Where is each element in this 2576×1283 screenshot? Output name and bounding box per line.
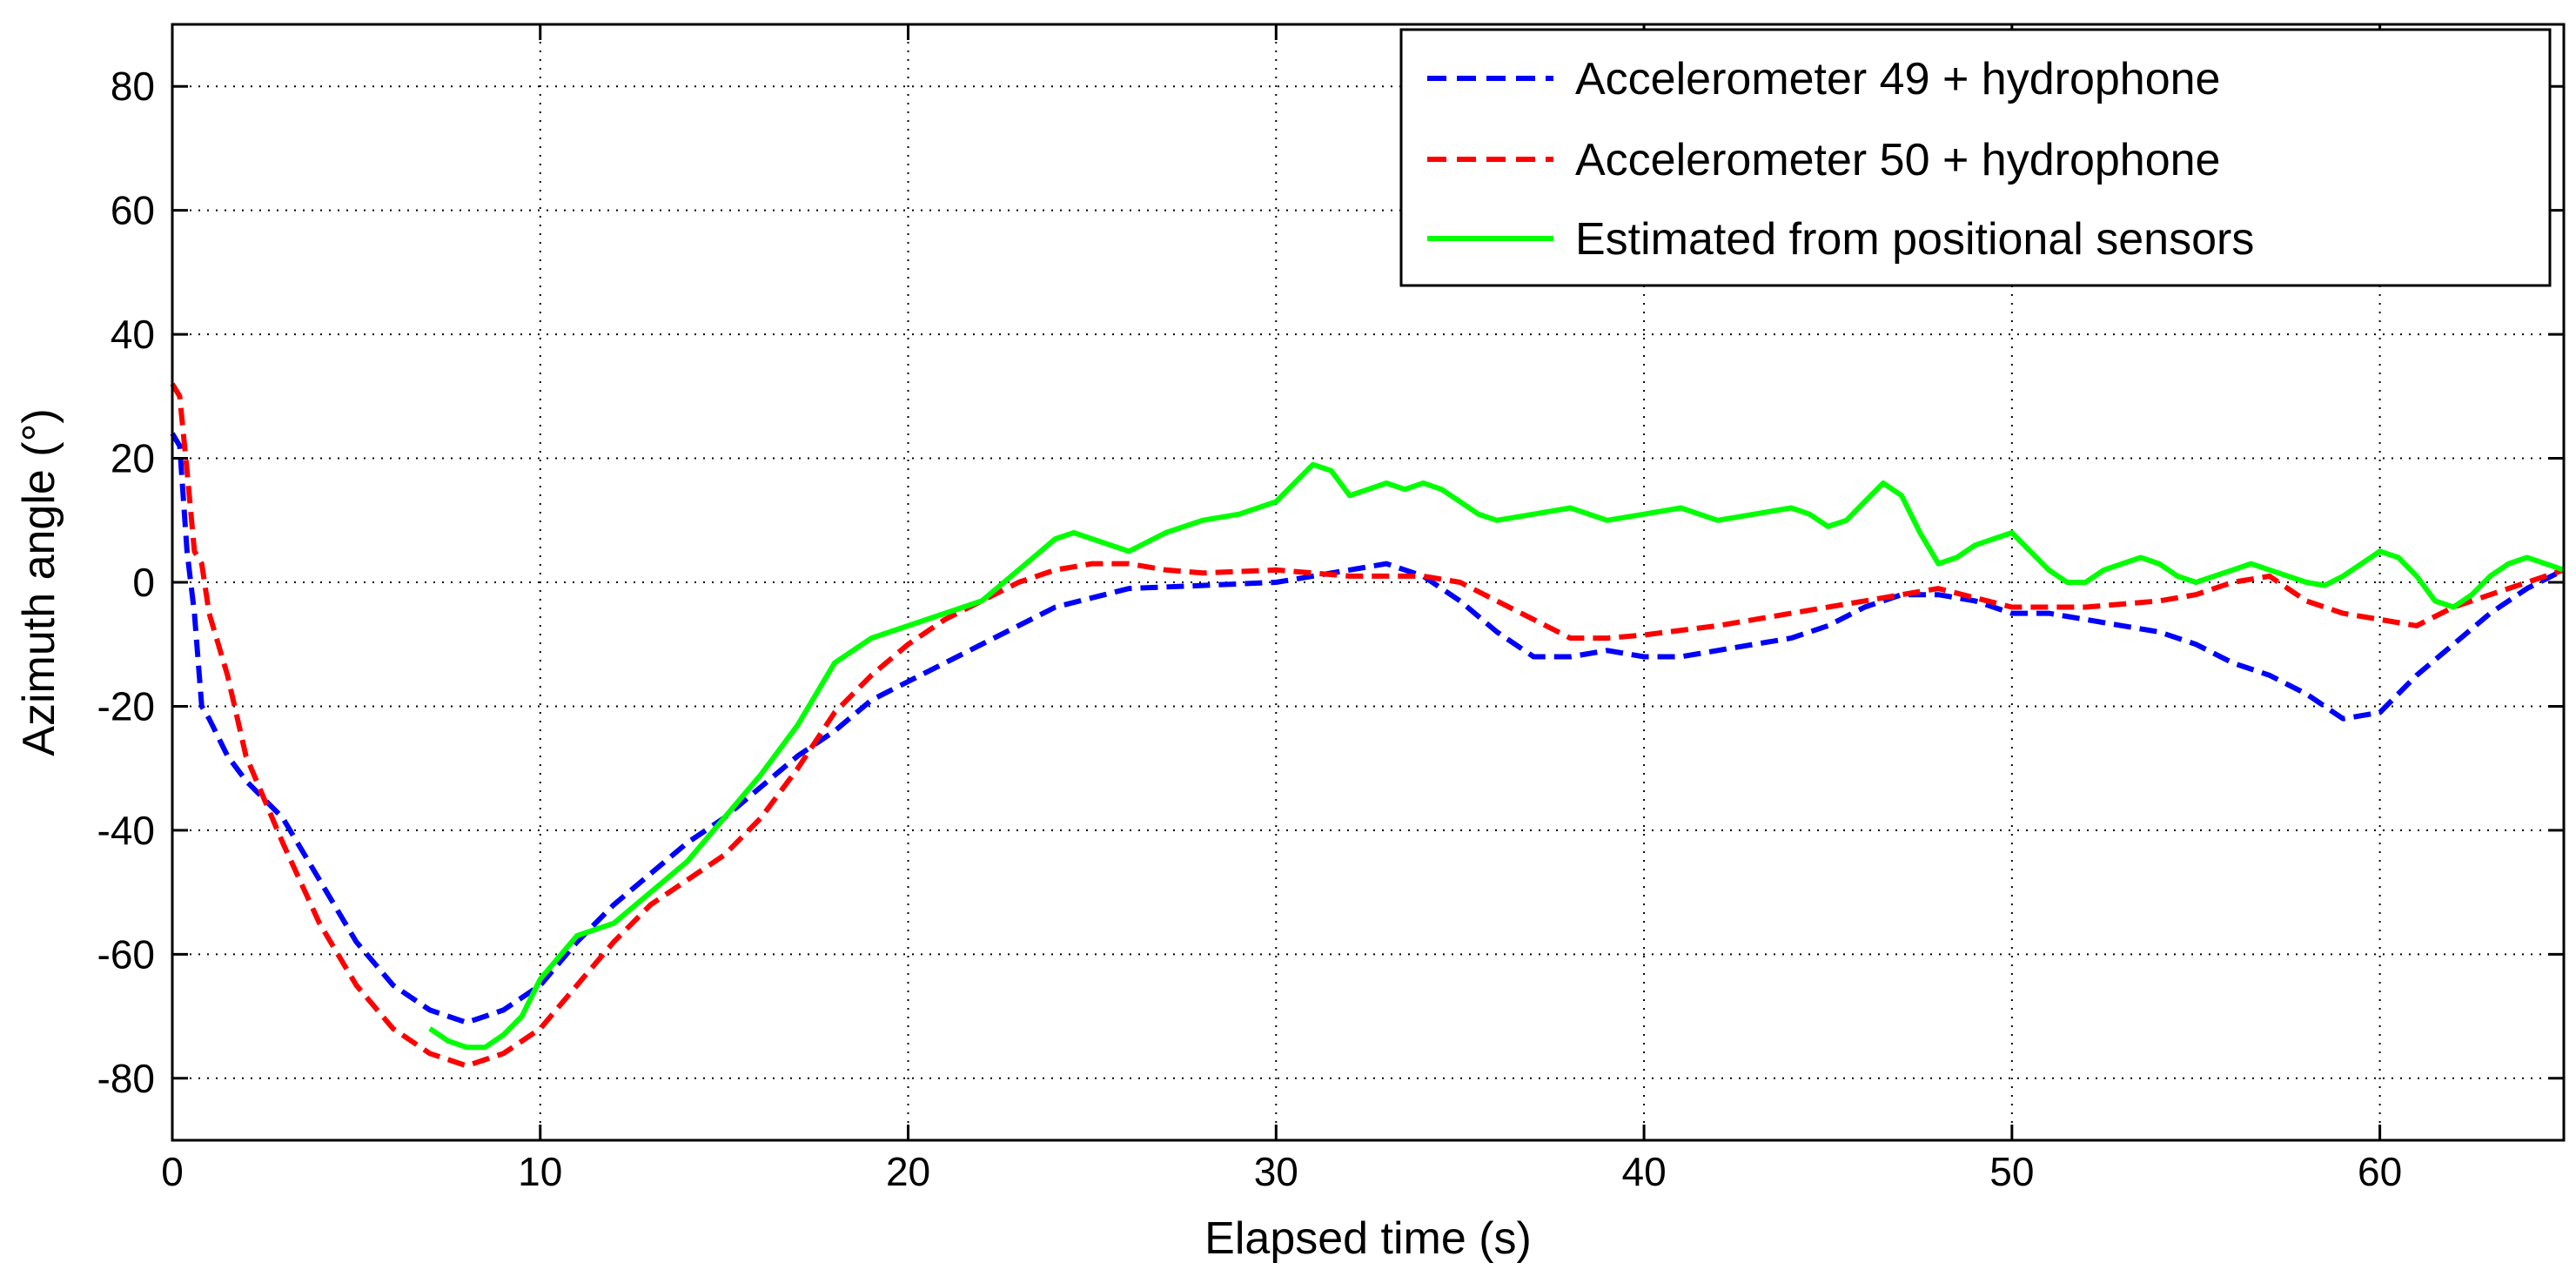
legend-label-accelerometer-50: Accelerometer 50 + hydrophone (1575, 135, 2220, 185)
x-axis-title: Elapsed time (s) (1204, 1213, 1532, 1264)
x-tick-label: 40 (1621, 1149, 1666, 1194)
y-axis-title: Azimuth angle (°) (14, 408, 64, 756)
y-tick-label: -40 (97, 808, 155, 853)
series-line-estimated-positional (428, 461, 2565, 1051)
legend: Accelerometer 49 + hydrophone Accelerome… (1399, 28, 2552, 287)
y-tick-label: 40 (111, 312, 155, 357)
y-tick-label: 80 (111, 64, 155, 109)
y-tick-label: 0 (132, 560, 155, 605)
series-group (170, 382, 2566, 1069)
y-tick-label: -80 (97, 1056, 155, 1101)
y-tick-label: -20 (97, 683, 155, 729)
x-tick-label: 50 (1989, 1149, 2034, 1194)
series-line-accelerometer-50 (170, 382, 2565, 1069)
legend-entry-accelerometer-50: Accelerometer 50 + hydrophone (1427, 135, 2220, 185)
y-tick-label: 60 (111, 188, 155, 233)
legend-label-estimated: Estimated from positional sensors (1575, 214, 2254, 265)
x-tick-label: 10 (518, 1149, 562, 1194)
y-tick-label: 20 (111, 436, 155, 481)
x-tick-label: 0 (161, 1149, 184, 1194)
legend-entry-estimated: Estimated from positional sensors (1427, 214, 2254, 265)
axis-tick-labels: 0 10 20 30 40 50 60 80 60 40 20 0 -20 -40 -60 -80 (97, 64, 2403, 1194)
legend-entry-accelerometer-49: Accelerometer 49 + hydrophone (1427, 54, 2220, 104)
x-tick-label: 20 (886, 1149, 930, 1194)
legend-box (1399, 28, 2552, 287)
x-tick-label: 60 (2358, 1149, 2402, 1194)
y-tick-label: -60 (97, 931, 155, 977)
x-tick-label: 30 (1254, 1149, 1298, 1194)
legend-label-accelerometer-49: Accelerometer 49 + hydrophone (1575, 54, 2220, 104)
